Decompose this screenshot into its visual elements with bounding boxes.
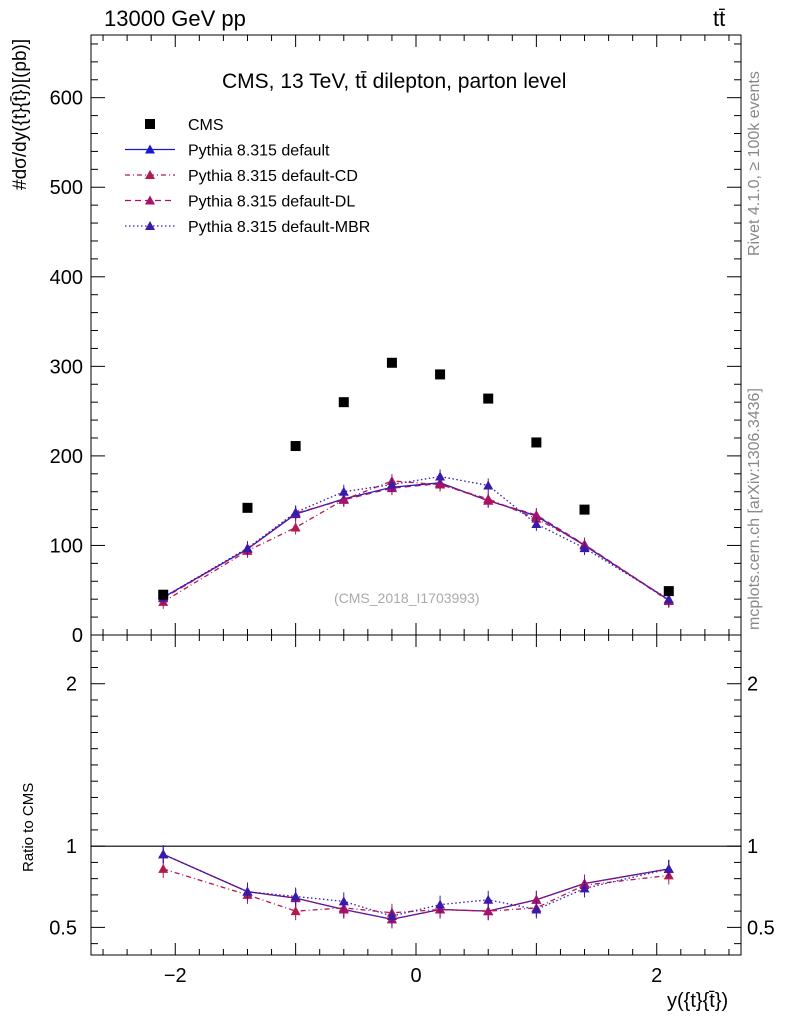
ratio-point (579, 883, 590, 893)
series-point (531, 518, 542, 528)
ratio-axis-label: Ratio to CMS (20, 782, 37, 872)
legend-marker (145, 221, 155, 230)
data-point (386, 357, 397, 368)
ratio-point (483, 906, 494, 916)
series-line (162, 482, 670, 601)
header-left: 13000 GeV pp (104, 6, 246, 31)
rivet-label: Rivet 4.1.0, ≥ 100k events (746, 71, 763, 256)
y-tick-label: 500 (50, 177, 83, 199)
ratio-point (290, 906, 301, 916)
ratio-point (435, 899, 446, 909)
legend-marker (145, 170, 155, 179)
legend-marker-cms (145, 119, 155, 129)
chart-title: CMS, 13 TeV, tt̄ dilepton, parton level (222, 70, 567, 93)
data-point (290, 441, 301, 452)
series-point (242, 543, 253, 553)
legend-label: Pythia 8.315 default-CD (188, 168, 358, 185)
y-tick-label: 0 (72, 625, 83, 647)
data-point (579, 504, 590, 515)
data-point (435, 369, 446, 380)
series-point (579, 543, 590, 553)
y-tick-label: 400 (50, 267, 83, 289)
ratio-tick-label-right: 2 (747, 674, 758, 696)
series-point (290, 507, 301, 517)
legend-marker (145, 144, 155, 154)
series-point (531, 510, 542, 519)
ratio-tick-label-right: 1 (747, 836, 758, 858)
series-line (162, 480, 670, 603)
y-tick-label: 100 (50, 535, 83, 557)
ratio-point (338, 896, 349, 906)
data-point (338, 397, 349, 408)
x-tick-label: −2 (164, 965, 187, 987)
series-point (663, 594, 674, 604)
ratio-point (290, 891, 301, 901)
ratio-tick-label: 1 (66, 836, 77, 858)
ratio-point (531, 904, 542, 914)
data-point (158, 589, 169, 600)
mcplots-label: mcplots.cern.ch [arXiv:1306.3436] (746, 388, 763, 630)
legend-label: Pythia 8.315 default (188, 143, 330, 160)
data-point (242, 502, 253, 513)
series-point (338, 486, 349, 496)
series-line (162, 475, 670, 600)
series-point (483, 480, 494, 490)
legend-label: CMS (188, 117, 224, 134)
y-axis-label: #dσ/dy({t}{t̄})[(pb)] (10, 38, 31, 190)
ratio-tick-label: 2 (66, 674, 77, 696)
ratio-point (483, 894, 494, 904)
ratio-series-line (163, 868, 669, 914)
series-line (162, 482, 670, 601)
ratio-point (158, 863, 169, 873)
ratio-tick-label: 0.5 (49, 917, 77, 939)
header-right: tt̄ (713, 6, 726, 31)
ratio-series-line (162, 853, 669, 920)
watermark: (CMS_2018_I1703993) (334, 590, 480, 606)
ratio-point (663, 863, 674, 873)
series-point (338, 494, 349, 504)
series-point (435, 471, 446, 481)
ratio-series-line (162, 853, 669, 917)
ratio-point (531, 894, 542, 904)
ratio-point (242, 886, 253, 896)
ratio-series-line (162, 853, 669, 920)
series-point (483, 495, 494, 505)
y-tick-label: 600 (50, 88, 83, 110)
ratio-plot-frame (90, 634, 742, 956)
data-point (663, 586, 674, 597)
data-point (483, 393, 494, 404)
y-tick-label: 200 (50, 446, 83, 468)
series-point (386, 479, 397, 489)
legend-marker (145, 195, 155, 205)
data-point (531, 437, 542, 448)
x-tick-label: 2 (651, 965, 662, 987)
x-axis-label: y({t}{t̄}) (667, 990, 729, 1012)
ratio-tick-label-right: 0.5 (747, 917, 775, 939)
y-tick-label: 300 (50, 356, 83, 378)
ratio-point (158, 849, 169, 859)
legend-label: Pythia 8.315 default-DL (188, 194, 355, 211)
legend-label: Pythia 8.315 default-MBR (188, 219, 370, 236)
x-tick-label: 0 (410, 965, 421, 987)
ratio-point (386, 911, 397, 921)
series-point (290, 522, 301, 532)
